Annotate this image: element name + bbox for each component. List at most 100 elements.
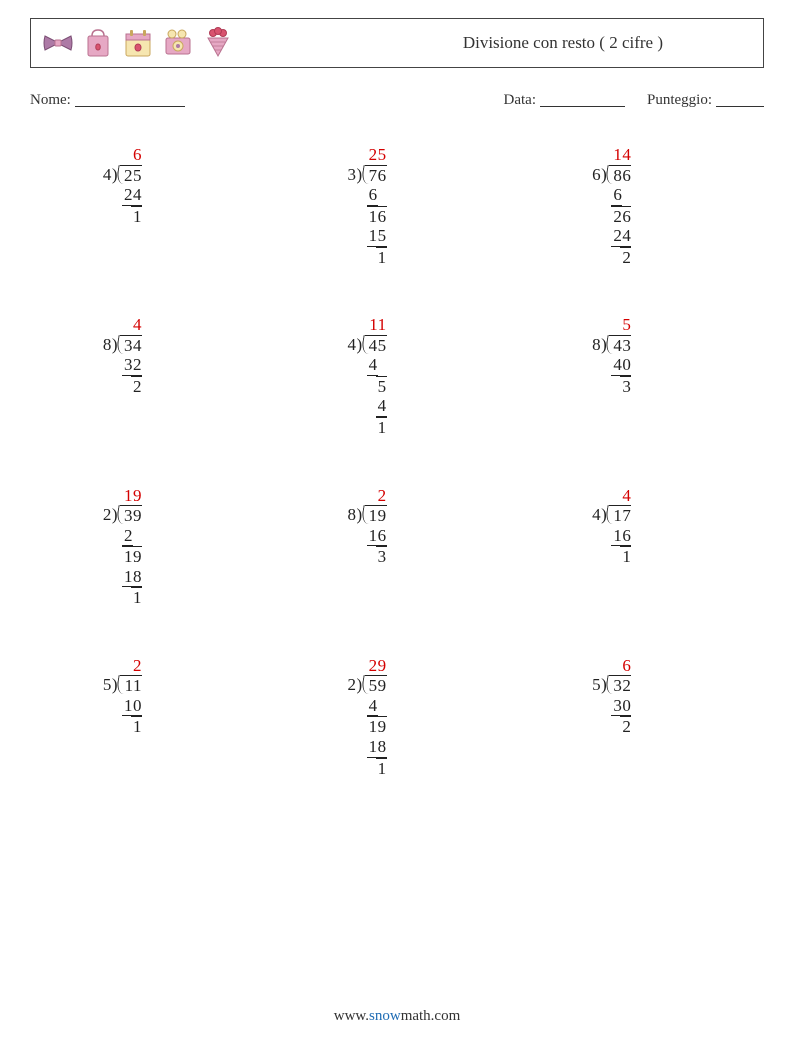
nome-label: Nome: xyxy=(30,92,71,109)
dividend: 45 xyxy=(365,335,387,356)
dividend: 76 xyxy=(365,165,387,186)
work-step: 1 xyxy=(131,716,142,737)
quotient: 14 xyxy=(613,145,631,165)
work-step: 32 xyxy=(122,355,142,376)
long-division-problem: 65)32302 xyxy=(589,656,631,778)
footer-post: math.com xyxy=(401,1008,461,1024)
problem-cell: 25)11101 xyxy=(30,656,275,778)
problem-cell: 64)25241 xyxy=(30,145,275,267)
cone-icon xyxy=(201,26,235,60)
work-step: 16 xyxy=(611,526,631,547)
quotient: 6 xyxy=(622,656,631,676)
problem-cell: 146)86626242 xyxy=(519,145,764,267)
long-division-problem: 44)17161 xyxy=(589,486,631,608)
quotient: 2 xyxy=(133,656,142,676)
dividend: 17 xyxy=(609,505,631,526)
dividend: 43 xyxy=(609,335,631,356)
problem-grid: 64)25241253)76616151146)8662624248)34322… xyxy=(30,145,764,778)
long-division-problem: 253)76616151 xyxy=(345,145,387,267)
work-step: 4 xyxy=(367,696,378,717)
icon-row xyxy=(41,26,235,60)
quotient: 2 xyxy=(378,486,387,506)
problem-cell: 253)76616151 xyxy=(275,145,520,267)
dividend: 32 xyxy=(609,675,631,696)
work-step: 2 xyxy=(131,376,142,397)
data-label: Data: xyxy=(504,92,536,109)
work-step: 1 xyxy=(131,587,142,608)
work-step: 40 xyxy=(611,355,631,376)
work-step: 4 xyxy=(367,355,378,376)
work-step: 18 xyxy=(367,737,387,758)
work-step: 2 xyxy=(620,716,631,737)
quotient: 25 xyxy=(369,145,387,165)
dividend: 59 xyxy=(365,675,387,696)
long-division-problem: 146)86626242 xyxy=(589,145,631,267)
quotient: 6 xyxy=(133,145,142,165)
problem-cell: 58)43403 xyxy=(519,315,764,437)
dividend: 25 xyxy=(120,165,142,186)
work-step: 16 xyxy=(367,526,387,547)
quotient: 4 xyxy=(622,486,631,506)
work-step: 1 xyxy=(376,247,387,268)
bag-icon xyxy=(81,26,115,60)
punteggio-label: Punteggio: xyxy=(647,92,712,109)
work-step: 6 xyxy=(611,185,622,206)
dividend: 11 xyxy=(120,675,142,696)
quotient: 11 xyxy=(369,315,386,335)
work-step: 24 xyxy=(611,226,631,247)
long-division-problem: 114)454541 xyxy=(345,315,387,437)
calendar-icon xyxy=(121,26,155,60)
long-division-problem: 25)11101 xyxy=(100,656,142,778)
work-step: 2 xyxy=(620,247,631,268)
nome-line[interactable] xyxy=(75,90,185,107)
long-division-problem: 192)39219181 xyxy=(100,486,142,608)
bow-icon xyxy=(41,26,75,60)
header-box: Divisione con resto ( 2 cifre ) xyxy=(30,18,764,68)
work-step: 19 xyxy=(367,716,387,737)
work-step: 3 xyxy=(620,376,631,397)
work-step: 5 xyxy=(376,376,387,397)
footer: www.snowmath.com xyxy=(0,1008,794,1025)
work-step: 19 xyxy=(122,546,142,567)
problem-cell: 292)59419181 xyxy=(275,656,520,778)
work-step: 4 xyxy=(376,396,387,417)
problem-cell: 114)454541 xyxy=(275,315,520,437)
long-division-problem: 58)43403 xyxy=(589,315,631,437)
footer-brand: snow xyxy=(369,1008,401,1024)
work-step: 1 xyxy=(620,546,631,567)
long-division-problem: 292)59419181 xyxy=(345,656,387,778)
work-step: 3 xyxy=(376,546,387,567)
work-step: 10 xyxy=(122,696,142,717)
data-line[interactable] xyxy=(540,90,625,107)
work-step: 24 xyxy=(122,185,142,206)
quotient: 19 xyxy=(124,486,142,506)
long-division-problem: 48)34322 xyxy=(100,315,142,437)
quotient: 4 xyxy=(133,315,142,335)
info-row: Nome: Data: Punteggio: xyxy=(30,92,764,109)
problem-cell: 65)32302 xyxy=(519,656,764,778)
dividend: 34 xyxy=(120,335,142,356)
work-step: 1 xyxy=(376,417,387,438)
quotient: 5 xyxy=(622,315,631,335)
camera-icon xyxy=(161,26,195,60)
problem-cell: 48)34322 xyxy=(30,315,275,437)
work-step: 6 xyxy=(367,185,378,206)
work-step: 16 xyxy=(367,206,387,227)
dividend: 19 xyxy=(365,505,387,526)
work-step: 1 xyxy=(376,758,387,779)
work-step: 1 xyxy=(131,206,142,227)
work-step: 30 xyxy=(611,696,631,717)
dividend: 39 xyxy=(120,505,142,526)
worksheet-title: Divisione con resto ( 2 cifre ) xyxy=(463,33,663,53)
problem-cell: 192)39219181 xyxy=(30,486,275,608)
work-step: 2 xyxy=(122,526,133,547)
long-division-problem: 64)25241 xyxy=(100,145,142,267)
work-step: 18 xyxy=(122,567,142,588)
problem-cell: 28)19163 xyxy=(275,486,520,608)
work-step: 26 xyxy=(611,206,631,227)
problem-cell: 44)17161 xyxy=(519,486,764,608)
dividend: 86 xyxy=(609,165,631,186)
footer-pre: www. xyxy=(334,1008,369,1024)
punteggio-line[interactable] xyxy=(716,90,764,107)
quotient: 29 xyxy=(369,656,387,676)
